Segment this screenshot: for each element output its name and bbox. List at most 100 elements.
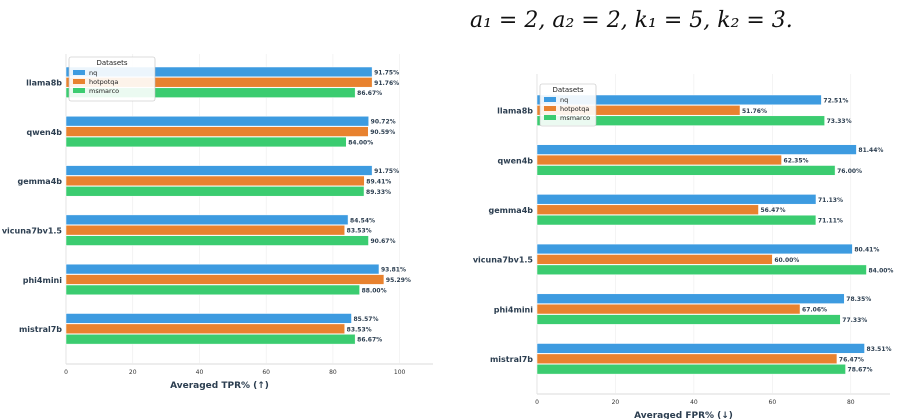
bar-hotpotqa: [65, 225, 345, 236]
data-label: 86.67%: [357, 90, 382, 97]
y-tick-label: qwen4b: [497, 156, 533, 165]
bar-hotpotqa: [65, 175, 365, 187]
data-label: 83.53%: [347, 228, 372, 235]
legend-label-msmarco: msmarco: [560, 114, 590, 122]
y-tick-label: llama8b: [497, 107, 533, 116]
legend-box: [68, 56, 156, 102]
bar-nq: [536, 194, 817, 205]
data-label: 62.35%: [784, 158, 809, 165]
x-tick-label: 60: [769, 399, 777, 406]
chart-2: 0 20 40 60 80 Averaged FPR% (↓) llama8b 72.51% 5…: [473, 74, 893, 419]
data-label: 88.00%: [362, 287, 387, 294]
legend-swatch-msmarco: [544, 115, 556, 120]
y-tick-label: vicuna7bv1.5: [2, 227, 63, 236]
bar-nq: [65, 116, 369, 127]
bar-msmarco: [536, 264, 867, 275]
data-label: 83.51%: [867, 346, 892, 353]
bar-nq: [65, 66, 373, 78]
y-tick-label: llama8b: [26, 79, 62, 88]
x-axis-label: Averaged FPR% (↓): [634, 411, 733, 419]
x-tick-label: 100: [394, 369, 406, 376]
bar-msmarco: [65, 136, 347, 148]
legend-title: Datasets: [552, 86, 583, 94]
data-label: 91.76%: [374, 80, 399, 87]
x-axis-label: Averaged TPR% (↑): [170, 381, 269, 391]
y-tick-label: gemma4b: [17, 177, 62, 186]
bar-nq: [65, 313, 352, 324]
bar-msmarco: [536, 314, 841, 325]
data-label: 78.67%: [848, 367, 873, 374]
data-label: 76.47%: [839, 356, 864, 363]
bar-msmarco: [65, 284, 360, 296]
bar-msmarco: [536, 214, 817, 226]
data-label: 76.00%: [837, 168, 862, 175]
x-tick-label: 40: [196, 369, 204, 376]
data-label: 89.41%: [366, 178, 391, 185]
bar-nq: [65, 165, 373, 176]
bar-hotpotqa: [536, 254, 773, 265]
data-label: 90.72%: [371, 119, 396, 126]
y-tick-label: mistral7b: [490, 355, 533, 364]
bar-msmarco: [65, 87, 356, 98]
bar-hotpotqa: [536, 303, 801, 315]
x-tick-label: 20: [129, 369, 137, 376]
data-label: 81.44%: [858, 147, 883, 154]
legend-label-hotpotqa: hotpotqa: [89, 78, 118, 86]
bar-nq: [536, 243, 853, 255]
bar-nq: [536, 94, 822, 106]
legend-swatch-nq: [544, 97, 556, 102]
data-label: 67.06%: [802, 307, 827, 314]
legend-swatch-nq: [73, 70, 85, 75]
x-tick-label: 0: [64, 369, 68, 376]
x-tick-label: 80: [847, 399, 855, 406]
data-label: 73.33%: [827, 118, 852, 125]
bar-hotpotqa: [536, 154, 782, 166]
data-label: 78.35%: [846, 296, 871, 303]
x-tick-label: 20: [612, 399, 620, 406]
bar-msmarco: [536, 165, 836, 176]
data-label: 72.51%: [823, 97, 848, 104]
legend-swatch-hotpotqa: [73, 79, 85, 84]
data-label: 85.57%: [353, 316, 378, 323]
y-tick-label: mistral7b: [19, 325, 62, 334]
data-label: 90.59%: [370, 129, 395, 136]
bar-nq: [536, 343, 865, 354]
bar-msmarco: [536, 115, 825, 126]
bar-msmarco: [65, 235, 369, 246]
legend-label-hotpotqa: hotpotqa: [560, 105, 589, 113]
bar-hotpotqa: [536, 204, 759, 215]
data-label: 71.11%: [818, 218, 843, 225]
bar-hotpotqa: [536, 105, 741, 116]
data-label: 71.13%: [818, 197, 843, 204]
bar-hotpotqa: [65, 274, 385, 285]
y-tick-label: qwen4b: [26, 128, 62, 137]
data-label: 60.00%: [774, 257, 799, 264]
data-label: 95.29%: [386, 277, 411, 284]
data-label: 80.41%: [854, 247, 879, 254]
x-tick-label: 0: [535, 399, 539, 406]
data-label: 91.75%: [374, 69, 399, 76]
bar-nq: [65, 214, 349, 225]
legend-title: Datasets: [96, 59, 127, 67]
data-label: 86.67%: [357, 337, 382, 344]
bar-hotpotqa: [65, 126, 369, 137]
y-tick-label: vicuna7bv1.5: [473, 256, 534, 265]
bar-nq: [536, 144, 857, 155]
chart-1: 0 20 40 60 80 100 Averaged TPR% (↑) llama8b 91.7…: [2, 54, 433, 391]
legend-label-nq: nq: [89, 69, 97, 77]
x-tick-label: 40: [690, 399, 698, 406]
data-label: 84.00%: [868, 267, 893, 274]
data-label: 51.76%: [742, 108, 767, 115]
bar-hotpotqa: [65, 323, 345, 334]
legend-label-nq: nq: [560, 96, 568, 104]
x-tick-label: 80: [329, 369, 337, 376]
legend-swatch-hotpotqa: [544, 106, 556, 111]
bar-nq: [536, 293, 845, 304]
bar-hotpotqa: [536, 353, 838, 364]
data-label: 77.33%: [842, 317, 867, 324]
data-label: 56.47%: [760, 207, 785, 214]
y-tick-label: gemma4b: [488, 206, 533, 215]
